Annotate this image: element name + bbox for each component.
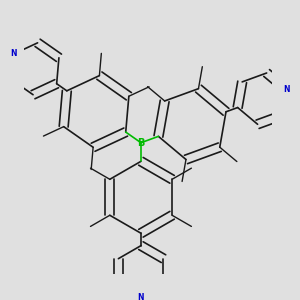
Text: N: N xyxy=(138,293,144,300)
Text: N: N xyxy=(283,85,290,94)
Text: N: N xyxy=(11,49,17,58)
Text: B: B xyxy=(137,138,145,148)
